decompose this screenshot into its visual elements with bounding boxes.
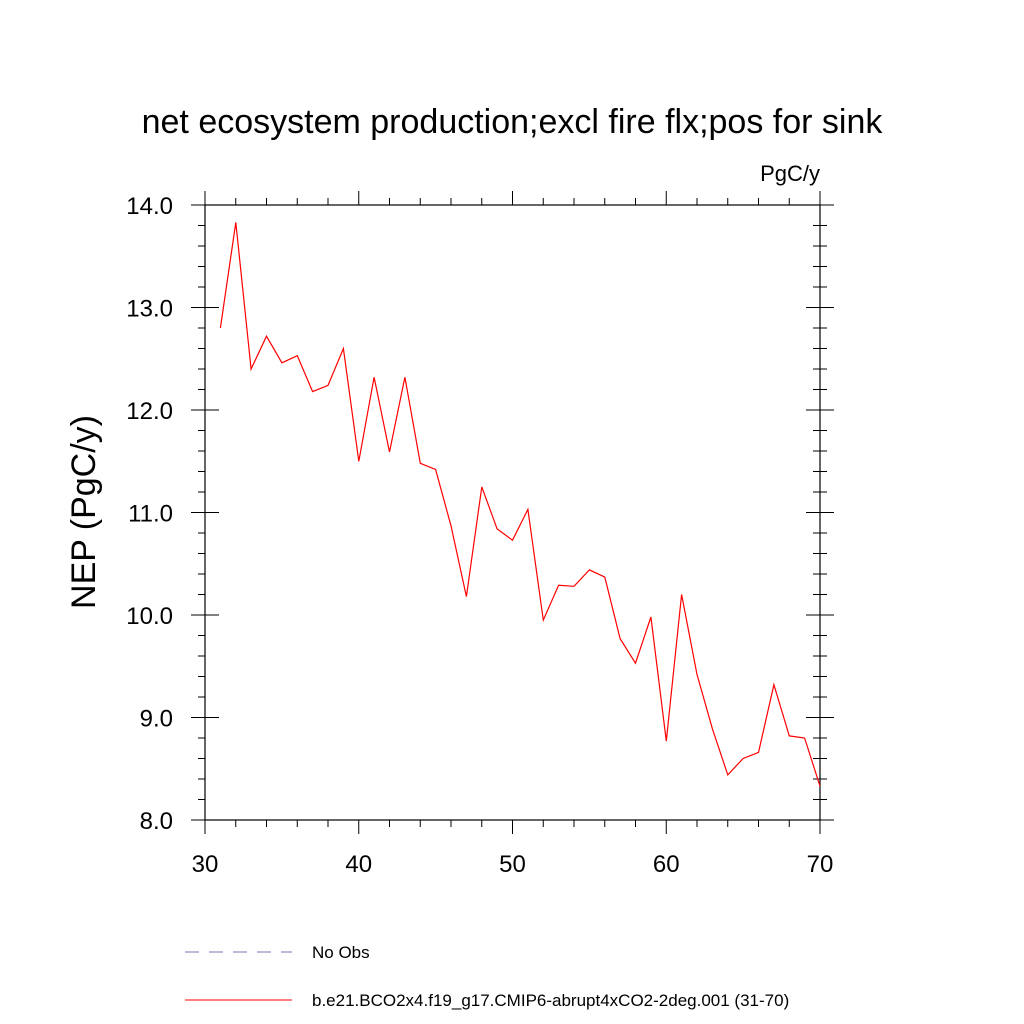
series-line (219, 222, 821, 787)
x-tick-label: 60 (653, 851, 680, 878)
y-tick-label: 11.0 (128, 501, 173, 528)
y-tick-label: 13.0 (126, 296, 173, 323)
y-tick-label: 14.0 (126, 193, 173, 220)
y-tick-label: 10.0 (126, 603, 173, 630)
y-tick-label: 8.0 (140, 808, 173, 835)
legend-entry: No Obs (312, 943, 370, 962)
y-tick-label: 9.0 (140, 706, 173, 733)
axis-ticks (191, 191, 834, 834)
x-tick-label: 40 (345, 851, 372, 878)
y-tick-label: 12.0 (126, 398, 173, 425)
units-label: PgC/y (760, 161, 820, 186)
x-tick-label: 30 (192, 851, 219, 878)
series-layer (219, 222, 821, 787)
x-tick-label: 70 (807, 851, 834, 878)
x-tick-label: 50 (499, 851, 526, 878)
y-axis-label: NEP (PgC/y) (65, 415, 103, 609)
legend-entry: b.e21.BCO2x4.f19_g17.CMIP6-abrupt4xCO2-2… (312, 991, 789, 1010)
axis-tick-labels: 30 40 50 60 70 8.0 9.0 10.0 11.0 12.0 13.0 14.0 (126, 193, 833, 878)
plot-frame (204, 204, 821, 821)
legend: No Obs b.e21.BCO2x4.f19_g17.CMIP6-abrupt4… (185, 943, 789, 1010)
chart-title: net ecosystem production;excl fire flx;p… (142, 103, 884, 141)
